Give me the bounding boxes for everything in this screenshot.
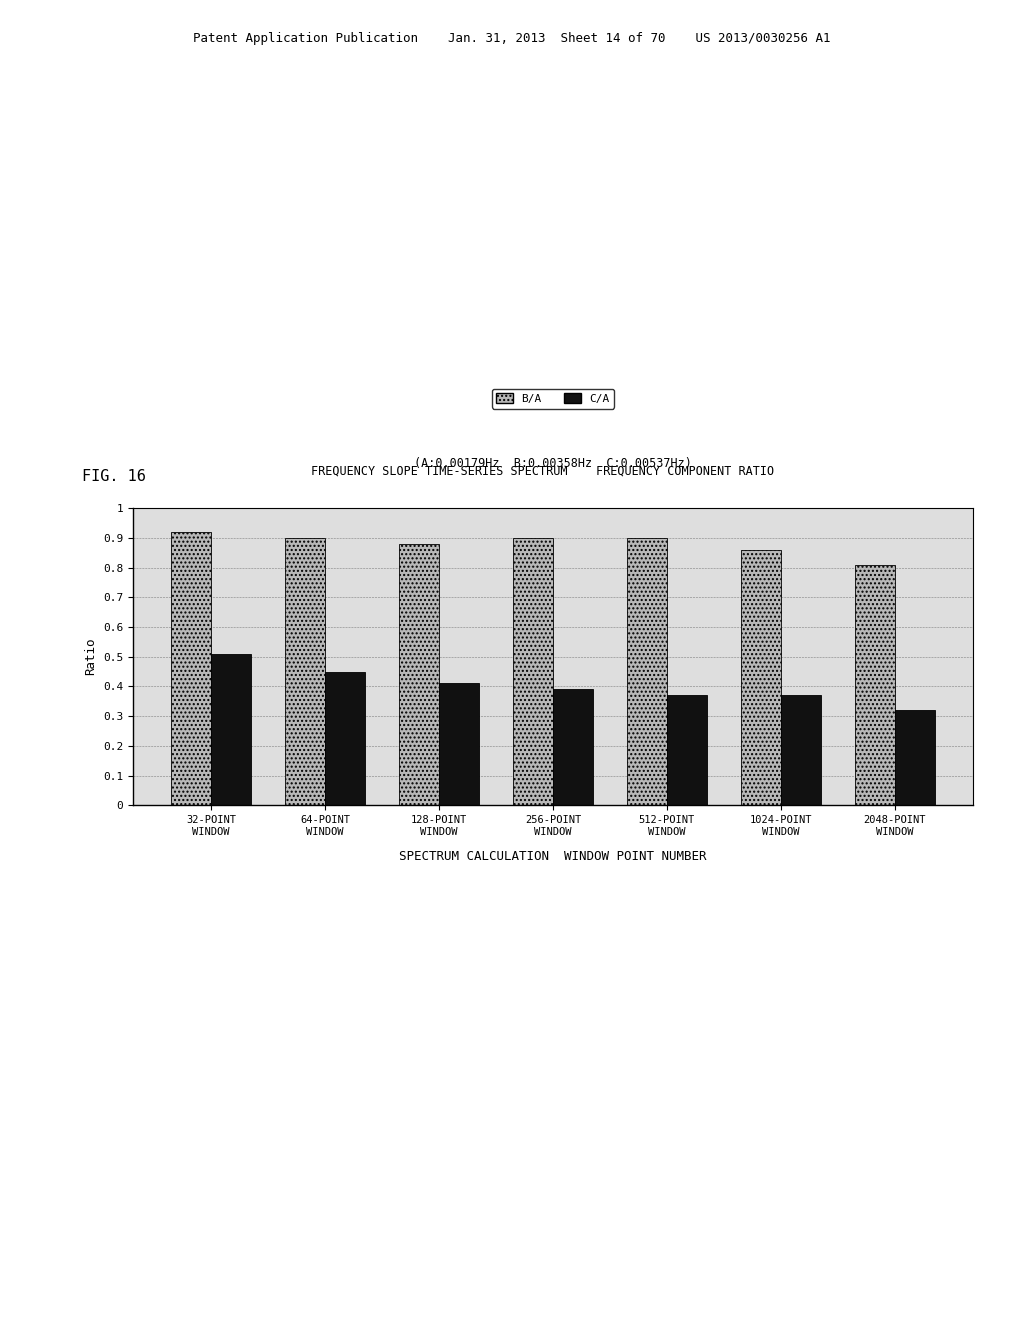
Bar bbox=[325, 672, 365, 805]
Bar bbox=[667, 696, 707, 805]
Bar bbox=[627, 539, 667, 805]
Bar bbox=[741, 549, 781, 805]
Text: FREQUENCY SLOPE TIME-SERIES SPECTRUM    FREQUENCY COMPONENT RATIO: FREQUENCY SLOPE TIME-SERIES SPECTRUM FRE… bbox=[311, 465, 774, 478]
Bar bbox=[553, 689, 593, 805]
Text: FIG. 16: FIG. 16 bbox=[82, 469, 145, 483]
Bar bbox=[439, 684, 479, 805]
Bar bbox=[171, 532, 211, 805]
Bar bbox=[399, 544, 439, 805]
Legend: B/A, C/A: B/A, C/A bbox=[492, 389, 614, 409]
Bar bbox=[895, 710, 935, 805]
Bar bbox=[286, 539, 325, 805]
Bar bbox=[781, 696, 820, 805]
X-axis label: SPECTRUM CALCULATION  WINDOW POINT NUMBER: SPECTRUM CALCULATION WINDOW POINT NUMBER bbox=[399, 850, 707, 863]
Title: (A:0.00179Hz  B:0.00358Hz  C:0.00537Hz): (A:0.00179Hz B:0.00358Hz C:0.00537Hz) bbox=[414, 457, 692, 470]
Bar bbox=[211, 653, 251, 805]
Y-axis label: Ratio: Ratio bbox=[85, 638, 97, 676]
Bar bbox=[513, 539, 553, 805]
Text: Patent Application Publication    Jan. 31, 2013  Sheet 14 of 70    US 2013/00302: Patent Application Publication Jan. 31, … bbox=[194, 32, 830, 45]
Bar bbox=[855, 565, 895, 805]
